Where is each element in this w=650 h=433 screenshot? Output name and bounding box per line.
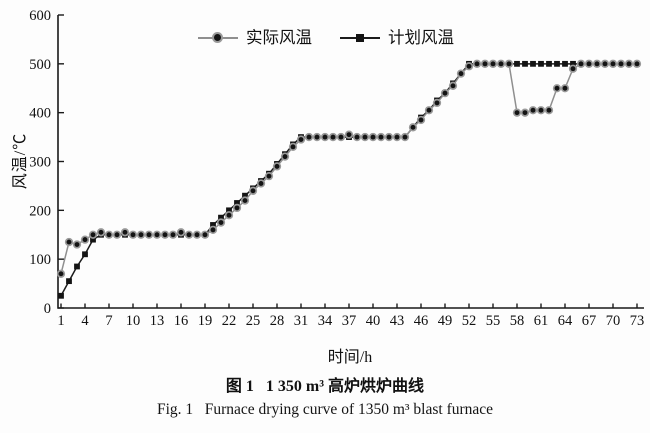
svg-text:64: 64 — [558, 313, 573, 329]
svg-text:400: 400 — [29, 106, 51, 122]
svg-text:22: 22 — [222, 313, 237, 329]
svg-text:500: 500 — [29, 57, 51, 73]
figure-caption-chinese: 图 1 1 350 m³ 高炉烘炉曲线 — [225, 378, 425, 395]
svg-text:40: 40 — [366, 313, 381, 329]
svg-text:10: 10 — [126, 313, 141, 329]
svg-text:0: 0 — [44, 301, 51, 317]
svg-text:67: 67 — [582, 313, 597, 329]
svg-text:16: 16 — [174, 313, 189, 329]
svg-text:25: 25 — [246, 313, 261, 329]
svg-text:300: 300 — [29, 155, 51, 171]
figure-caption-english: Fig. 1 Furnace drying curve of 1350 m³ b… — [156, 401, 494, 418]
svg-text:73: 73 — [630, 313, 645, 329]
svg-text:43: 43 — [390, 313, 405, 329]
planned-series-square-marker-icon — [340, 32, 380, 44]
svg-text:34: 34 — [318, 313, 333, 329]
svg-text:31: 31 — [294, 313, 309, 329]
x-axis-label: 时间/h — [327, 349, 373, 366]
svg-text:58: 58 — [510, 313, 525, 329]
svg-text:19: 19 — [198, 313, 213, 329]
legend-item-planned: 计划风温 — [340, 27, 454, 47]
svg-text:61: 61 — [534, 313, 549, 329]
actual-series-circle-marker-icon — [198, 32, 238, 44]
legend-item-actual: 实际风温 — [198, 27, 312, 47]
svg-text:7: 7 — [105, 313, 112, 329]
svg-text:600: 600 — [29, 8, 51, 24]
svg-text:46: 46 — [414, 313, 429, 329]
svg-text:4: 4 — [81, 313, 89, 329]
svg-text:100: 100 — [29, 252, 51, 268]
svg-text:37: 37 — [342, 313, 357, 329]
svg-text:70: 70 — [606, 313, 621, 329]
svg-text:13: 13 — [150, 313, 165, 329]
line-chart-canvas: 0 100 200 300 400 500 600 1 4 7 10 13 16 19 22 25 28 31 34… — [29, 8, 645, 329]
legend-label-actual: 实际风温 — [246, 27, 312, 47]
svg-text:52: 52 — [462, 313, 477, 329]
chart-legend: 实际风温 计划风温 — [198, 28, 454, 48]
svg-text:49: 49 — [438, 313, 453, 329]
legend-label-planned: 计划风温 — [388, 27, 454, 47]
y-axis-label: 风温/℃ — [12, 132, 29, 190]
svg-text:200: 200 — [29, 203, 51, 219]
svg-text:55: 55 — [486, 313, 501, 329]
svg-text:1: 1 — [57, 313, 64, 329]
svg-text:28: 28 — [270, 313, 285, 329]
